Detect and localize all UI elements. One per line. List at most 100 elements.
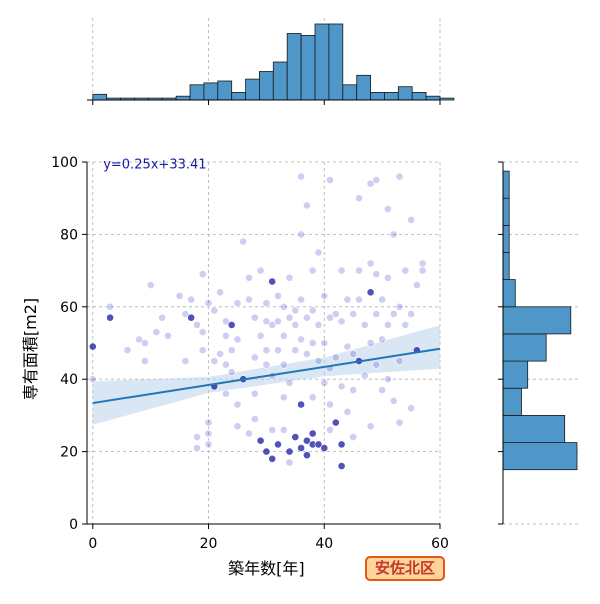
data-point: [326, 425, 334, 434]
top-hist-bar: [356, 74, 372, 101]
data-point: [152, 328, 161, 336]
top-hist-bar: [397, 86, 413, 101]
data-point: [291, 346, 300, 355]
data-point: [187, 313, 196, 322]
data-point: [308, 306, 317, 315]
data-point: [366, 422, 375, 431]
top-hist-bar: [258, 71, 274, 101]
data-point: [285, 273, 294, 282]
data-point: [216, 288, 224, 297]
data-point: [233, 400, 242, 409]
y-tick-label: 0: [69, 517, 78, 533]
data-point: [285, 458, 294, 467]
data-point: [412, 281, 421, 289]
data-point: [297, 295, 305, 304]
data-point: [389, 310, 398, 318]
data-point: [262, 346, 271, 355]
data-point: [181, 310, 190, 318]
data-point: [308, 393, 317, 402]
data-point: [395, 418, 404, 427]
data-point: [106, 313, 114, 322]
data-point: [279, 393, 288, 402]
x-axis-label: 築年数[年]: [228, 559, 305, 578]
data-point: [314, 440, 323, 449]
right-hist-bar: [502, 252, 510, 281]
data-point: [372, 360, 381, 369]
y-tick-label: 80: [60, 227, 78, 243]
top-hist-bar: [231, 92, 246, 101]
data-point: [378, 335, 386, 344]
right-hist-bar: [502, 224, 510, 253]
data-point: [418, 259, 427, 268]
data-point: [297, 444, 305, 452]
data-point: [331, 353, 340, 362]
data-point: [285, 447, 294, 456]
data-point: [164, 331, 172, 340]
data-point: [227, 320, 236, 329]
data-point: [291, 433, 300, 441]
data-point: [389, 230, 398, 239]
top-hist-bar: [411, 92, 427, 101]
x-tick-label: 0: [88, 536, 97, 552]
top-hist-bar: [286, 33, 302, 101]
data-point: [372, 310, 381, 318]
data-point: [407, 215, 415, 224]
data-point: [88, 375, 97, 384]
data-point: [418, 266, 427, 275]
data-point: [383, 205, 392, 213]
data-point: [395, 172, 404, 181]
right-hist-bar: [502, 414, 566, 443]
x-tick-label: 60: [431, 536, 449, 552]
y-tick-label: 40: [60, 372, 78, 388]
data-point: [106, 302, 114, 311]
top-hist-bar: [439, 97, 455, 101]
right-hist-bar: [502, 306, 572, 335]
data-point: [395, 357, 404, 365]
data-point: [221, 389, 230, 398]
data-point: [360, 371, 369, 380]
data-point: [297, 400, 305, 409]
top-hist-bar: [383, 92, 399, 101]
right-hist-bar: [502, 333, 547, 362]
right-hist-bar: [502, 197, 510, 226]
scatter-plot: y=0.25x+33.41 0 20 40 60 0 20 40 60 80 100 築年数[年] 専有…: [21, 155, 449, 578]
data-point: [372, 270, 381, 279]
data-point: [204, 440, 213, 449]
data-point: [320, 291, 329, 300]
district-badge: 安佐北区: [365, 556, 445, 581]
right-hist-bar: [502, 387, 522, 416]
data-point: [268, 277, 277, 286]
data-point: [320, 444, 329, 452]
y-tick-label: 20: [60, 445, 78, 461]
regression-equation: y=0.25x+33.41: [103, 158, 206, 173]
top-hist-bar: [217, 80, 233, 101]
data-point: [193, 320, 201, 329]
data-point: [233, 335, 242, 344]
data-point: [204, 299, 213, 308]
data-point: [343, 342, 352, 351]
data-point: [308, 266, 317, 275]
top-hist-bar: [328, 23, 344, 101]
data-point: [239, 237, 248, 246]
data-point: [389, 396, 398, 405]
data-point: [349, 386, 358, 394]
data-point: [279, 425, 288, 434]
data-point: [285, 378, 294, 387]
data-point: [158, 313, 167, 322]
data-point: [245, 295, 253, 304]
data-point: [326, 176, 334, 184]
data-point: [268, 425, 277, 434]
data-point: [140, 357, 149, 365]
data-point: [308, 339, 317, 347]
data-point: [407, 404, 415, 413]
data-point: [146, 281, 155, 289]
data-point: [395, 302, 404, 311]
right-histogram: [498, 161, 580, 525]
data-point: [268, 454, 277, 463]
top-hist-bar: [189, 84, 205, 101]
data-point: [221, 360, 230, 369]
top-hist-bar: [342, 84, 358, 101]
data-point: [245, 429, 253, 438]
data-point: [378, 386, 386, 394]
